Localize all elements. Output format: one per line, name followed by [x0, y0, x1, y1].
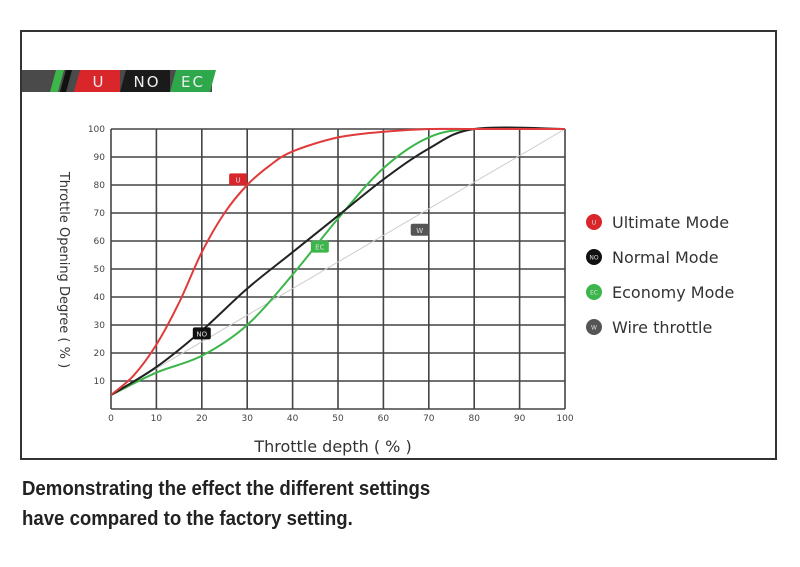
header-segment-u	[74, 70, 120, 92]
series-badge-ec	[310, 240, 329, 253]
series-badge-u	[229, 173, 248, 186]
legend-marker-no	[586, 249, 602, 265]
header-stripe-black	[60, 70, 72, 92]
legend-marker-text: U	[592, 220, 596, 227]
y-tick-label: 90	[94, 153, 106, 163]
y-tick-label: 80	[94, 181, 106, 191]
series-badge-no	[192, 327, 211, 340]
legend-label: Ultimate Mode	[612, 213, 729, 232]
series-line-u	[110, 127, 565, 396]
series-badge-text: U	[236, 176, 241, 184]
x-tick-label: 50	[332, 414, 344, 424]
x-tick-label: 40	[287, 414, 299, 424]
series-badge-w	[410, 223, 429, 236]
chart-frame	[20, 30, 777, 460]
series-badge-text: EC	[315, 244, 324, 252]
legend-marker-text: NO	[589, 255, 598, 262]
series-line-w	[110, 128, 566, 396]
y-tick-label: 100	[88, 125, 105, 135]
x-tick-label: 20	[196, 414, 208, 424]
legend-label: Wire throttle	[612, 318, 712, 337]
caption-line-1: Demonstrating the effect the different s…	[22, 478, 431, 500]
y-tick-label: 20	[94, 349, 106, 359]
x-tick-label: 30	[241, 414, 253, 424]
header-label-ec: EC	[181, 73, 205, 91]
x-tick-label: 90	[514, 414, 526, 424]
header-segment-no	[120, 70, 170, 92]
legend-marker-ec	[586, 284, 602, 300]
y-tick-label: 10	[94, 377, 106, 387]
legend-marker-text: W	[591, 325, 597, 332]
y-axis-label: Throttle Opening Degree ( % )	[56, 171, 71, 368]
y-tick-label: 30	[94, 321, 106, 331]
y-tick-label: 60	[94, 237, 106, 247]
x-tick-label: 100	[556, 414, 573, 424]
header-segment-ec	[170, 70, 216, 92]
x-tick-label: 60	[378, 414, 390, 424]
legend-marker-text: EC	[590, 290, 598, 297]
x-tick-label: 80	[468, 414, 480, 424]
x-tick-label: 10	[151, 414, 163, 424]
series-line-ec	[110, 127, 566, 396]
header-label-no: NO	[133, 73, 160, 91]
legend-marker-u	[586, 214, 602, 230]
header-label-u: U	[93, 73, 106, 91]
series-badge-text: W	[416, 227, 423, 235]
x-tick-label: 0	[108, 414, 114, 424]
x-axis-label: Throttle depth ( % )	[253, 437, 411, 456]
x-tick-label: 70	[423, 414, 435, 424]
caption-line-2: have compared to the factory setting.	[22, 508, 353, 530]
legend-label: Normal Mode	[612, 248, 719, 267]
series-badge-text: NO	[196, 330, 207, 338]
series-line-no	[110, 126, 566, 396]
y-tick-label: 50	[94, 265, 106, 275]
y-tick-label: 70	[94, 209, 106, 219]
legend-label: Economy Mode	[612, 283, 734, 302]
legend-marker-w	[586, 319, 602, 335]
y-tick-label: 40	[94, 293, 106, 303]
header-stripe-green	[50, 70, 64, 92]
